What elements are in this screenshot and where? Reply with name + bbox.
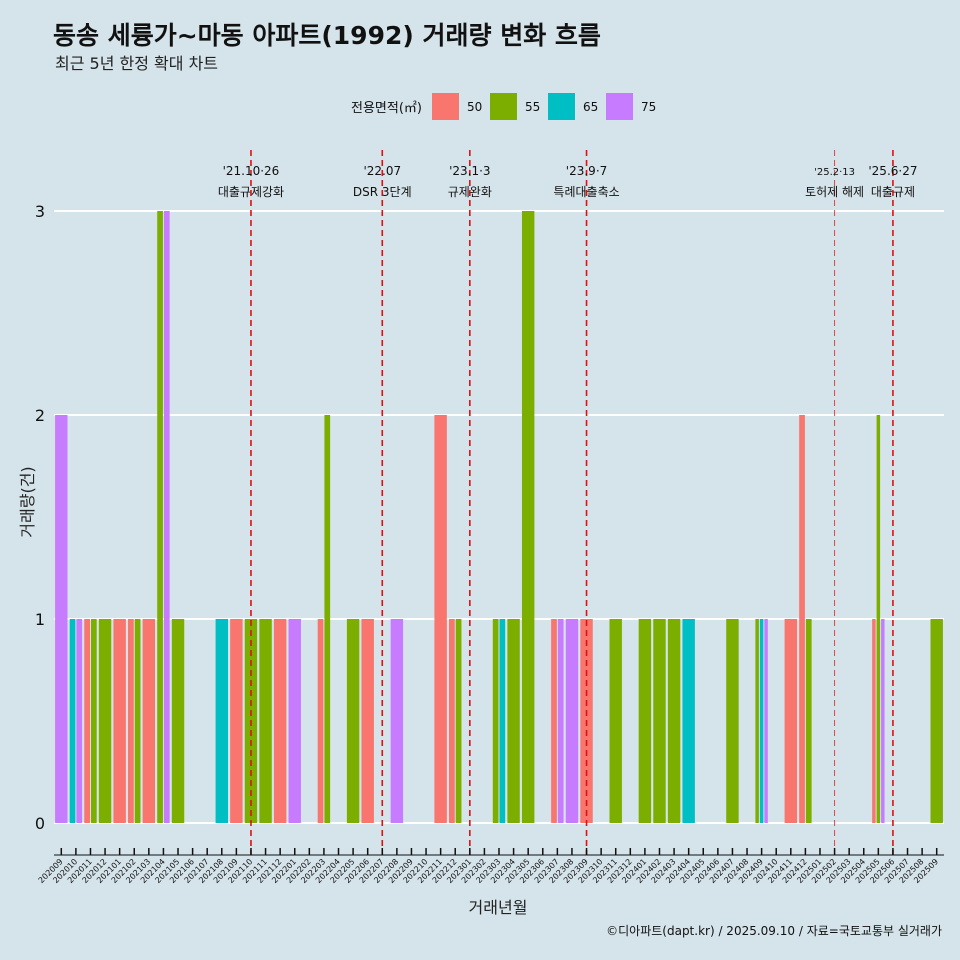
bar [507, 619, 520, 823]
bar [799, 415, 805, 823]
event-label: 토허제 해제 [805, 185, 864, 199]
bar [565, 619, 579, 823]
bar [876, 415, 881, 823]
bar [499, 619, 506, 823]
event-date: '22.07 [363, 164, 401, 178]
event-label: DSR 3단계 [353, 185, 412, 199]
bar [390, 619, 404, 823]
bars [55, 211, 943, 823]
bar [84, 619, 90, 823]
bar [521, 211, 535, 823]
bar [361, 619, 374, 823]
bar [557, 619, 564, 823]
bar [259, 619, 272, 823]
bar [98, 619, 112, 823]
bar [171, 619, 185, 823]
legend: 전용면적(㎡) 50 55 65 75 [351, 93, 656, 120]
bar [492, 619, 499, 823]
bar [230, 619, 243, 823]
y-tick-label: 2 [35, 406, 45, 425]
bar [881, 619, 885, 823]
bar [667, 619, 681, 823]
caption: ©디아파트(dapt.kr) / 2025.09.10 / 자료=국토교통부 실… [606, 924, 942, 938]
legend-swatch [548, 93, 575, 120]
event-date: '25.2·13 [814, 167, 855, 178]
chart-subtitle: 최근 5년 한정 확대 차트 [55, 54, 218, 73]
bar [317, 619, 324, 823]
event-label: 대출규제 [871, 185, 915, 199]
bar [346, 619, 360, 823]
bar [764, 619, 768, 823]
bar [638, 619, 652, 823]
y-tick-label: 1 [35, 610, 45, 629]
legend-swatch [606, 93, 633, 120]
bar [930, 619, 943, 823]
event-date: '25.6·27 [868, 164, 917, 178]
bar [609, 619, 622, 823]
bar [215, 619, 228, 823]
y-tick-label: 0 [35, 814, 45, 833]
x-axis-title: 거래년월 [469, 898, 528, 917]
bar [455, 619, 462, 823]
bar [76, 619, 83, 823]
bar [755, 619, 759, 823]
bar [163, 211, 170, 823]
event-label: 규제완화 [448, 185, 492, 199]
legend-title: 전용면적(㎡) [351, 101, 422, 116]
bar [157, 211, 163, 823]
bar [90, 619, 97, 823]
bar [324, 415, 331, 823]
event-date: '23.9·7 [566, 164, 607, 178]
legend-label: 50 [467, 100, 482, 114]
x-axis: 2020092020102020112020122021012021022021… [37, 848, 944, 885]
bar [113, 619, 126, 823]
y-axis-title: 거래량(건) [18, 466, 37, 537]
bar [551, 619, 557, 823]
bar [726, 619, 739, 823]
event-label: 특례대출축소 [553, 185, 619, 199]
bar [55, 415, 68, 823]
y-tick-label: 3 [35, 202, 45, 221]
legend-label: 55 [525, 100, 540, 114]
y-axis: 0 1 2 3 [35, 202, 45, 833]
bar [805, 619, 812, 823]
bar [449, 619, 455, 823]
event-label: 대출규제강화 [218, 185, 284, 199]
events: '21.10·26 대출규제강화 '22.07 DSR 3단계 '23.1·3 규제완화 '… [218, 150, 917, 855]
bar [872, 619, 876, 823]
bar [784, 619, 798, 823]
legend-label: 75 [641, 100, 656, 114]
event-date: '21.10·26 [223, 164, 280, 178]
legend-swatch [490, 93, 517, 120]
chart-title: 동송 세륭가~마동 아파트(1992) 거래량 변화 흐름 [53, 21, 601, 50]
bar [273, 619, 287, 823]
bar [653, 619, 666, 823]
bar [128, 619, 134, 823]
bar [759, 619, 764, 823]
legend-label: 65 [583, 100, 598, 114]
event-date: '23.1·3 [449, 164, 490, 178]
legend-swatch [432, 93, 459, 120]
bar [134, 619, 141, 823]
bar [69, 619, 76, 823]
bar [434, 415, 447, 823]
bar [682, 619, 695, 823]
bar [142, 619, 156, 823]
bar [288, 619, 301, 823]
